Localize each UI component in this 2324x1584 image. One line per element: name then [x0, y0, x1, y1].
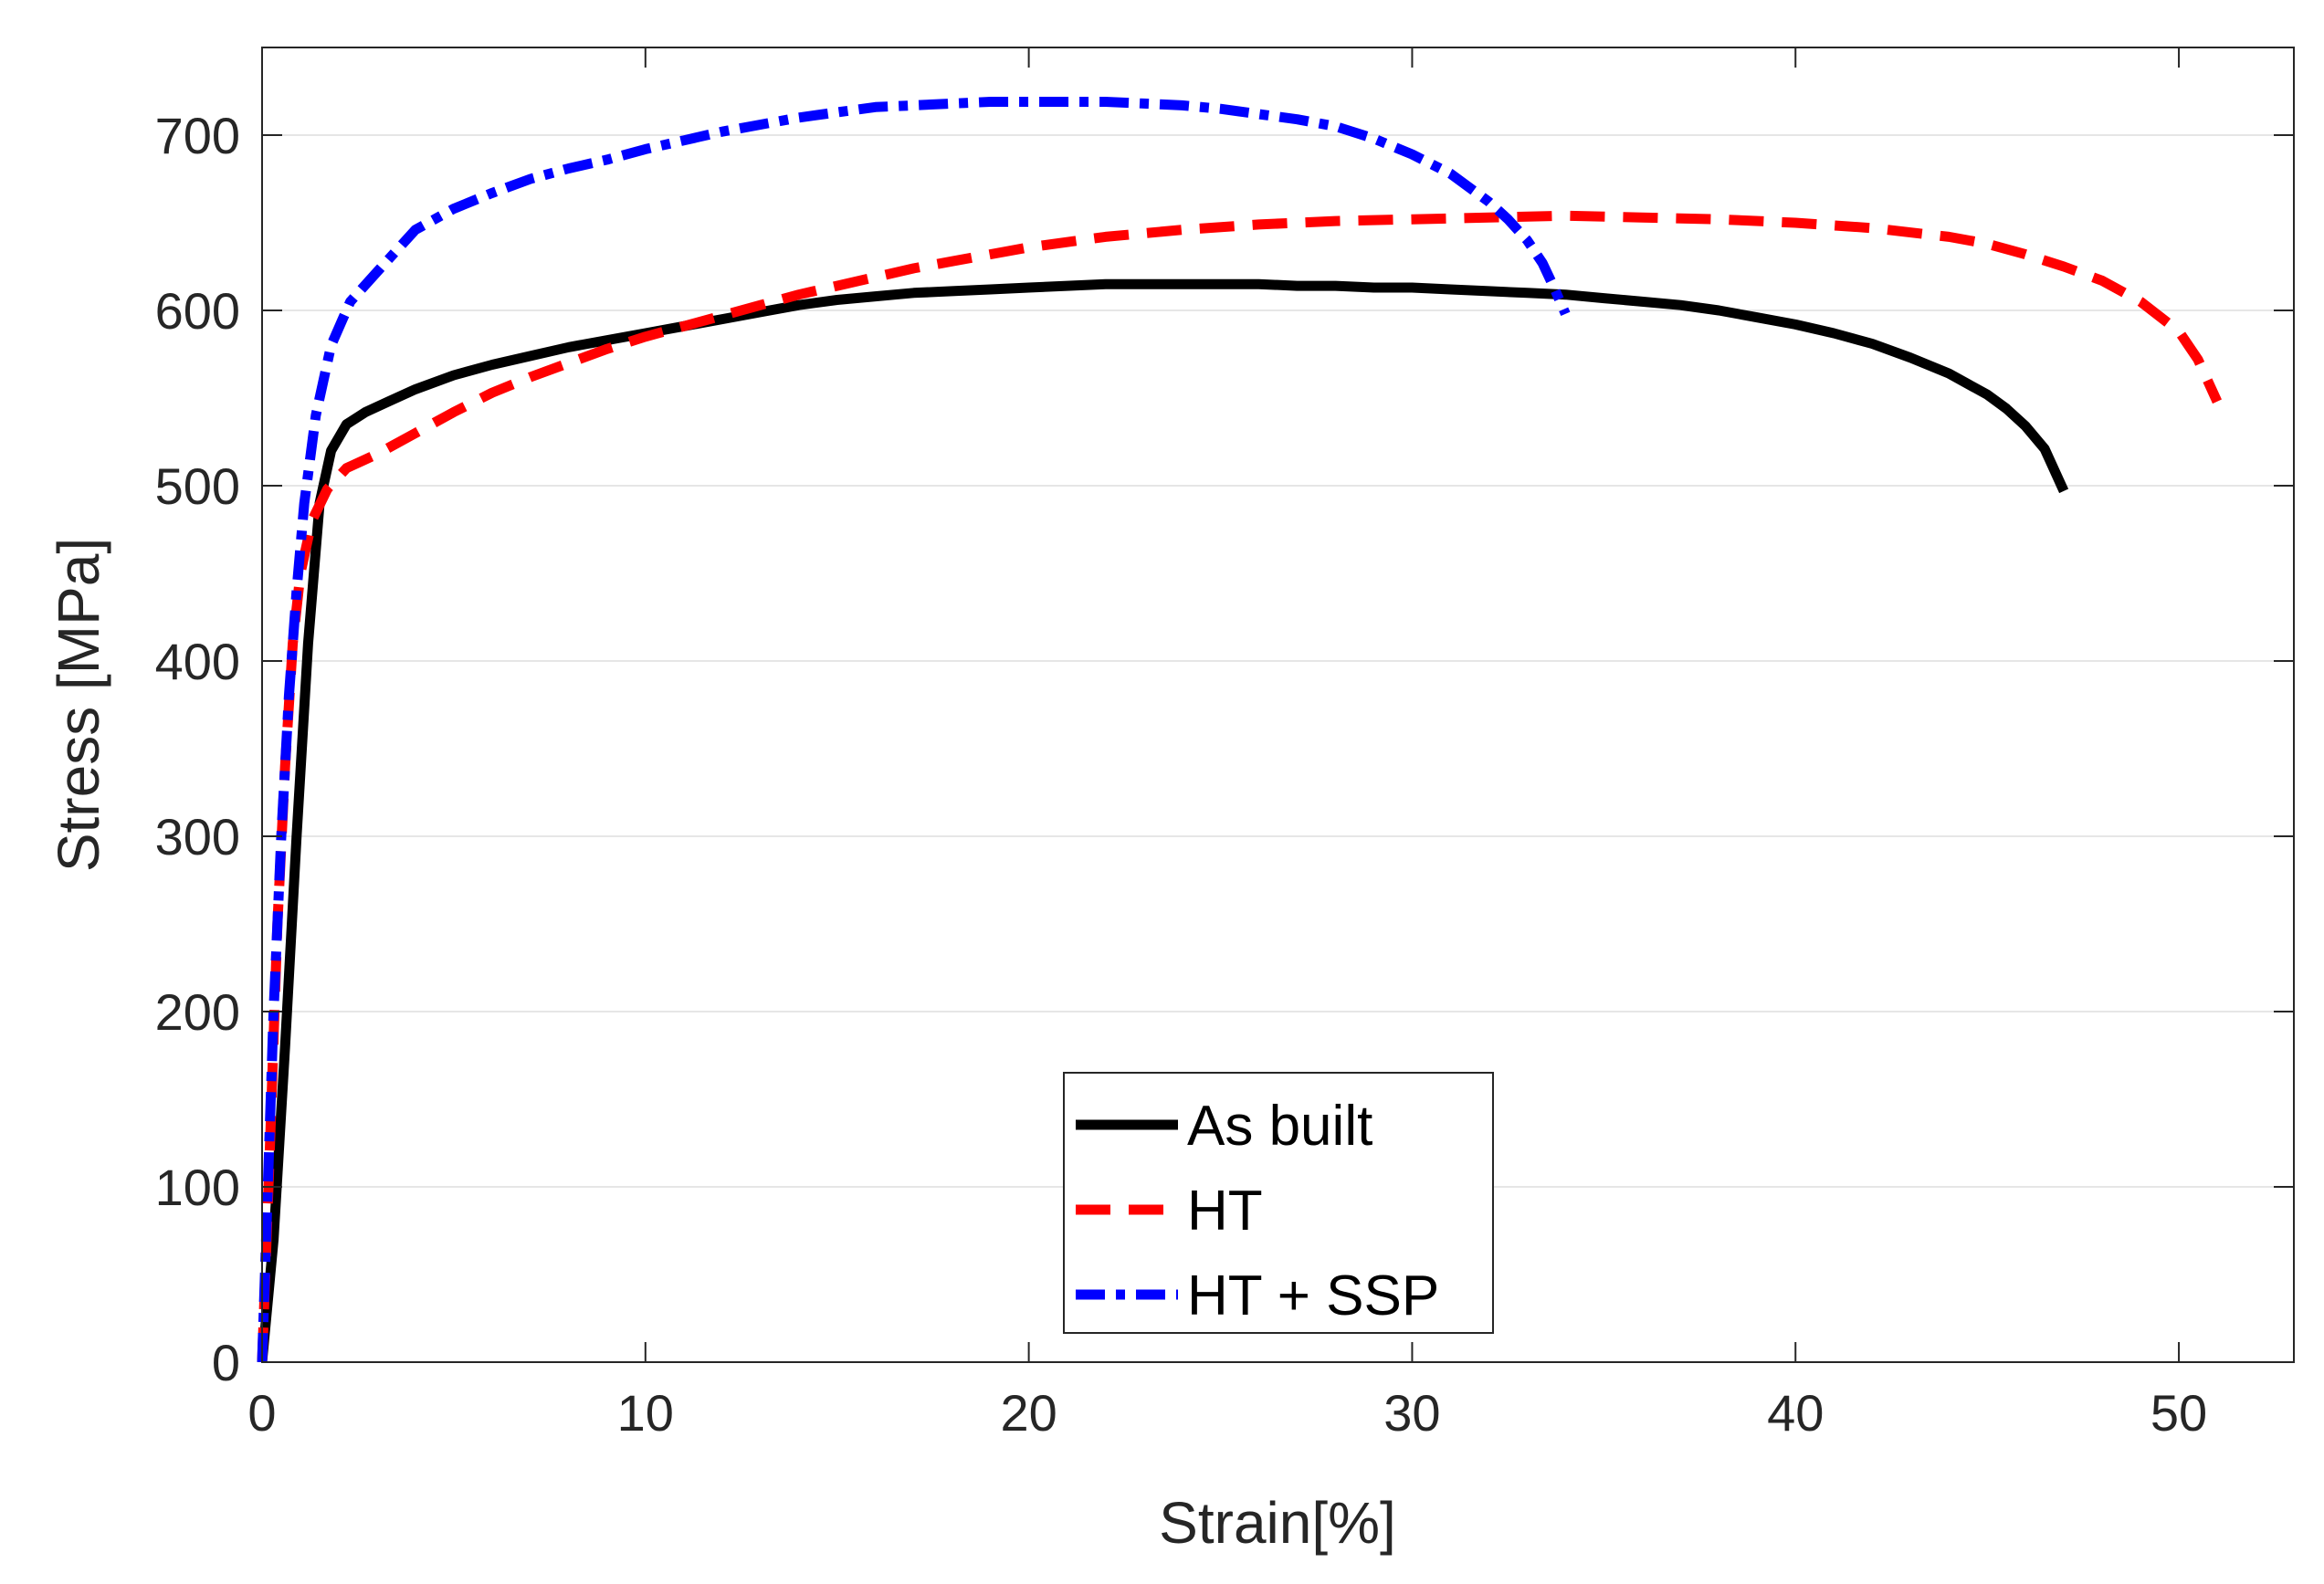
x-tick-label: 0 — [247, 1384, 276, 1442]
legend-label-1: As built — [1187, 1095, 1372, 1158]
y-tick-label: 500 — [155, 457, 240, 515]
y-tick-label: 200 — [155, 983, 240, 1041]
x-tick-label: 30 — [1383, 1384, 1440, 1442]
legend-items: As built HT HT + SSP — [1076, 1095, 1439, 1327]
series-line-1 — [257, 278, 2069, 1363]
series-line-2 — [257, 210, 2223, 1363]
plot-frame — [261, 47, 2295, 1363]
legend-label-2: HT — [1187, 1180, 1263, 1243]
series-line-3 — [257, 97, 1571, 1363]
x-tick-label: 40 — [1767, 1384, 1824, 1442]
y-tick-label: 400 — [155, 633, 240, 690]
x-tick-label: 50 — [2150, 1384, 2207, 1442]
y-tick-label: 300 — [155, 808, 240, 865]
legend-label-3: HT + SSP — [1187, 1264, 1439, 1327]
grid-lines — [262, 134, 2294, 1188]
series-lines — [257, 97, 2223, 1363]
y-tick-label: 100 — [155, 1159, 240, 1216]
axis-ticks: 0 100 200 300 400 500 600 700 0 10 20 30 40 50 — [155, 47, 2294, 1442]
legend-box — [1063, 1072, 1494, 1334]
y-tick-label: 700 — [155, 107, 240, 164]
x-axis-title: Strain[%] — [1159, 1490, 1396, 1556]
y-tick-label: 0 — [212, 1334, 240, 1391]
legend: As built HT HT + SSP — [1063, 1072, 1494, 1334]
x-tick-label: 10 — [617, 1384, 674, 1442]
x-tick-label: 20 — [1000, 1384, 1057, 1442]
y-tick-label: 600 — [155, 282, 240, 340]
y-axis-title: Stress [MPa] — [46, 538, 111, 872]
